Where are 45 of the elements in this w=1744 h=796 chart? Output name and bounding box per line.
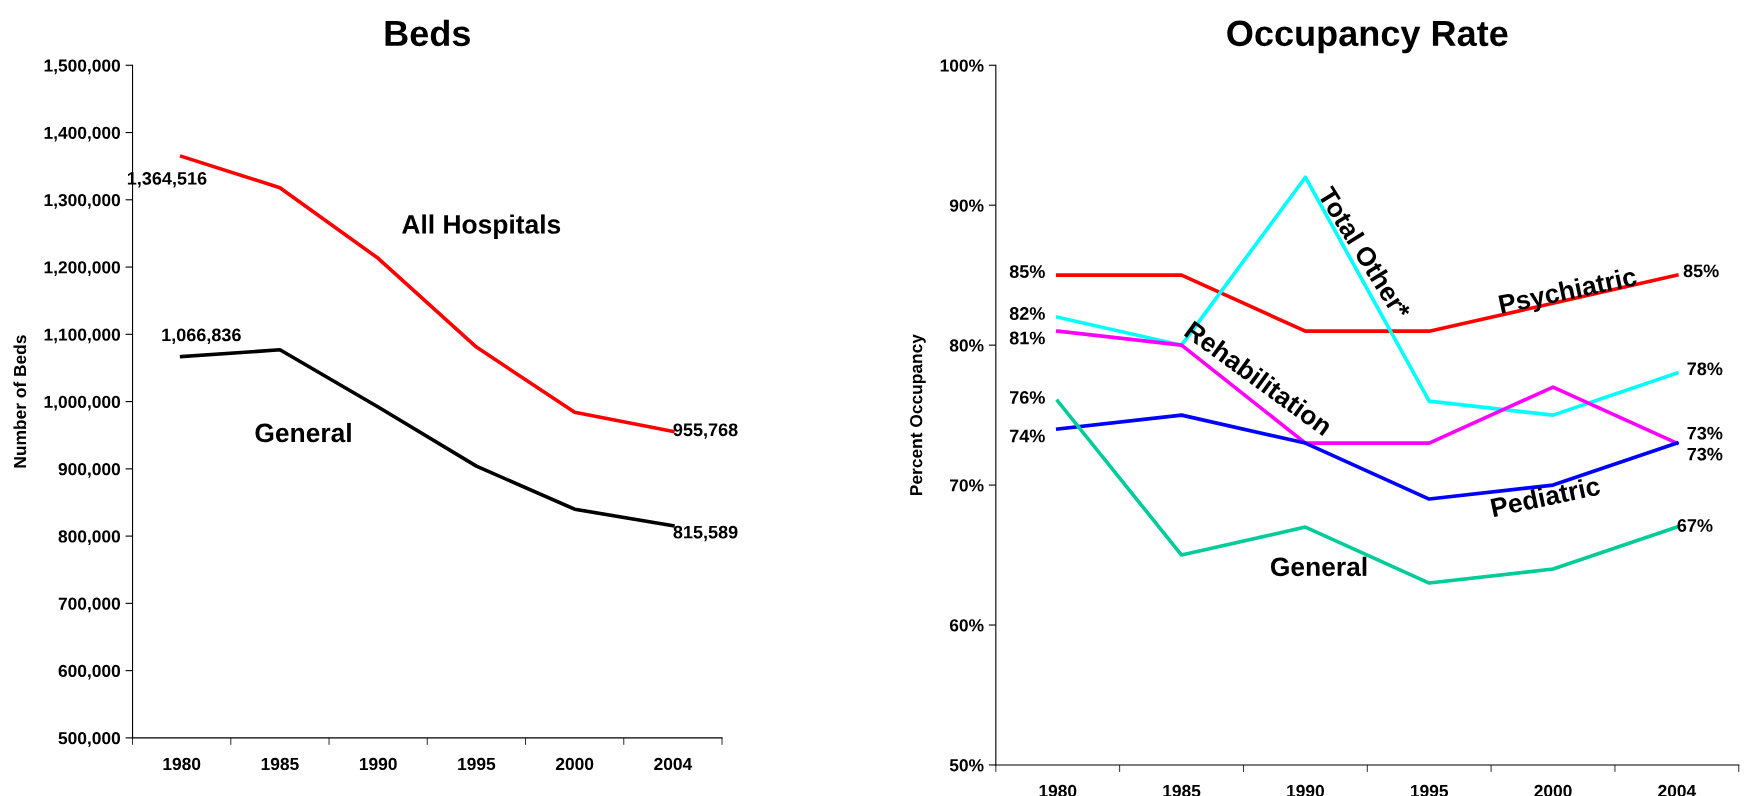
y-tick-label: 1,100,000 xyxy=(44,328,121,344)
y-tick-label: 1,400,000 xyxy=(44,126,121,142)
y-tick-label: 60% xyxy=(949,619,984,632)
series-label: General xyxy=(1270,556,1367,577)
data-label: 1,066,836 xyxy=(162,328,241,344)
y-tick-label: 900,000 xyxy=(58,463,121,478)
y-tick-label: 1,300,000 xyxy=(44,193,121,209)
text: Pediatric xyxy=(1490,475,1601,518)
y-tick-label: 100% xyxy=(940,59,984,72)
data-label: 67% xyxy=(1677,519,1713,532)
y-axis-title: Number of Beds xyxy=(13,335,27,468)
y-tick-label: 800,000 xyxy=(58,530,121,546)
y-tick-label: 90% xyxy=(949,199,984,212)
data-label: 73% xyxy=(1687,447,1723,461)
data-label: 81% xyxy=(1009,331,1045,345)
chart-title: Occupancy Rate xyxy=(1227,20,1508,54)
data-label: 76% xyxy=(1009,391,1045,404)
x-tick-label: 2000 xyxy=(555,757,594,771)
y-tick-label: 600,000 xyxy=(58,664,121,680)
line-series xyxy=(179,347,675,528)
data-label: 955,768 xyxy=(673,423,738,439)
y-tick-label: 1,200,000 xyxy=(44,261,121,277)
y-tick-label: 700,000 xyxy=(58,597,121,613)
y-tick-label: 50% xyxy=(949,759,984,772)
y-tick-label: 80% xyxy=(949,339,984,352)
data-label: 74% xyxy=(1009,429,1045,443)
y-tick-label: 1,000,000 xyxy=(44,395,121,411)
series-label: All Hospitals xyxy=(402,214,561,239)
series-label: General xyxy=(255,422,351,443)
x-tick-label: 1995 xyxy=(458,757,496,771)
data-label: 85% xyxy=(1009,265,1045,278)
data-label: 82% xyxy=(1009,307,1045,320)
data-label: 73% xyxy=(1687,426,1723,440)
data-label: 85% xyxy=(1683,264,1719,278)
x-tick-label: 1980 xyxy=(163,757,201,771)
x-tick-label: 2004 xyxy=(654,757,693,771)
x-tick-label: 1990 xyxy=(359,757,397,771)
y-tick-label: 500,000 xyxy=(58,732,121,747)
y-tick-label: 70% xyxy=(950,479,984,492)
y-tick-label: 1,500,000 xyxy=(44,59,121,75)
data-label: 815,589 xyxy=(673,525,738,542)
x-tick-label: 1985 xyxy=(261,757,299,771)
chart-title: Beds xyxy=(385,19,470,47)
y-axis-title: Percent Occupancy xyxy=(910,334,926,495)
data-label: 78% xyxy=(1687,362,1723,376)
